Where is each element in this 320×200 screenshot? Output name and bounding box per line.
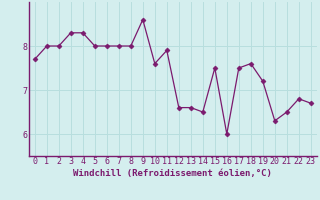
- X-axis label: Windchill (Refroidissement éolien,°C): Windchill (Refroidissement éolien,°C): [73, 169, 272, 178]
